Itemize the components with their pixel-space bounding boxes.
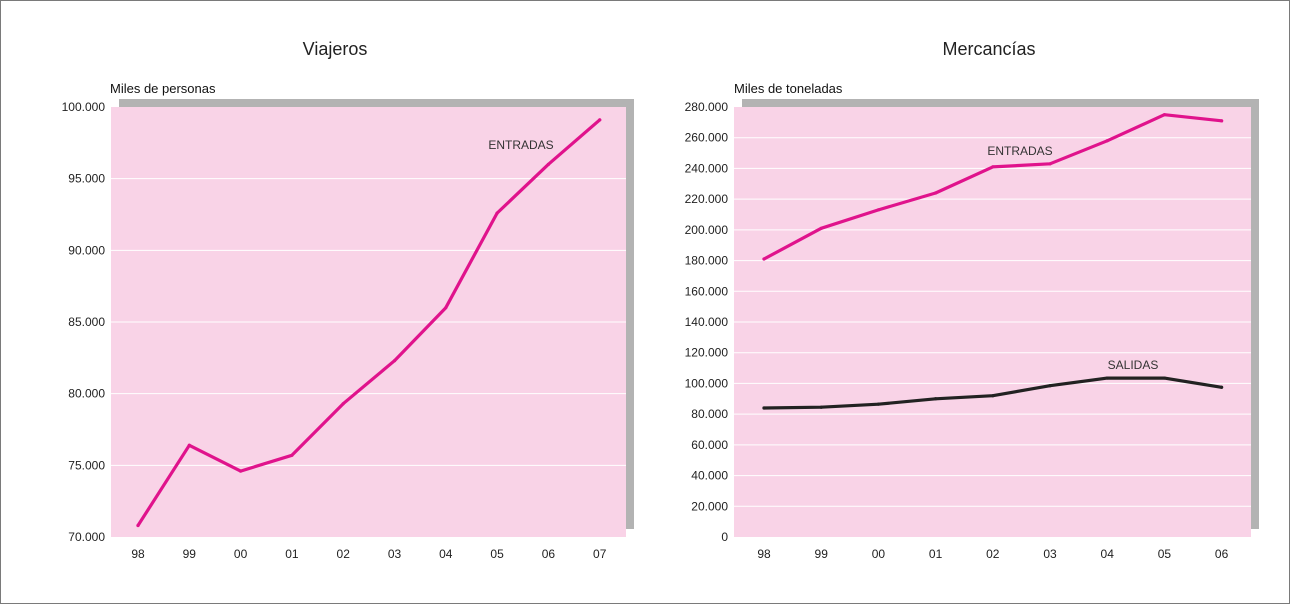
chart2-data-point-entradas [819, 226, 823, 230]
chart1-y-tick-label: 95.000 [68, 172, 105, 186]
chart2-x-tick-label: 06 [1215, 547, 1229, 561]
chart2-y-tick-label: 160.000 [685, 284, 729, 298]
chart2-y-tick-label: 100.000 [685, 376, 729, 390]
chart2-data-point-entradas [876, 208, 881, 212]
chart2-series-label-salidas: SALIDAS [1108, 358, 1159, 372]
chart2-data-point-entradas [1220, 119, 1224, 123]
chart2-x-tick-label: 03 [1043, 547, 1057, 561]
chart1-y-tick-label: 100.000 [62, 100, 106, 114]
chart2-x-tick-label: 02 [986, 547, 1000, 561]
chart1-data-point-entradas [495, 211, 499, 215]
chart2-y-tick-label: 240.000 [685, 161, 729, 175]
chart1-x-tick-label: 00 [234, 547, 248, 561]
chart1-data-point-entradas [598, 118, 602, 122]
chart1-y-tick-label: 70.000 [68, 530, 105, 544]
chart2-data-point-entradas [1162, 113, 1166, 117]
chart1-data-point-entradas [546, 162, 551, 166]
chart2-y-tick-label: 80.000 [691, 407, 728, 421]
chart1-x-tick-label: 03 [388, 547, 402, 561]
chart2-data-point-entradas [934, 191, 938, 195]
chart2-y-tick-label: 260.000 [685, 131, 729, 145]
chart1-y-axis-label: Miles de personas [110, 81, 216, 96]
chart2-x-tick-label: 05 [1158, 547, 1172, 561]
chart2-data-point-salidas [1048, 384, 1052, 388]
chart1-series-line-entradas [136, 118, 602, 528]
chart1-data-point-entradas [392, 359, 397, 363]
chart2-y-tick-label: 60.000 [691, 438, 728, 452]
chart2-data-point-entradas [1048, 162, 1052, 166]
chart1-y-tick-label: 75.000 [68, 458, 105, 472]
chart1-data-point-entradas [239, 469, 243, 473]
chart1-data-point-entradas [444, 306, 448, 310]
chart1-x-tick-label: 01 [285, 547, 299, 561]
chart1-x-tick-label: 07 [593, 547, 607, 561]
chart1-data-point-entradas [187, 443, 191, 447]
chart2-data-point-entradas [991, 165, 995, 169]
chart1-x-tick-label: 02 [337, 547, 351, 561]
chart2-data-point-salidas [876, 402, 881, 406]
chart2-x-tick-label: 98 [757, 547, 771, 561]
chart1-y-tick-label: 80.000 [68, 387, 105, 401]
chart1-y-tick-label: 90.000 [68, 243, 105, 257]
chart1-y-tick-label: 85.000 [68, 315, 105, 329]
chart2-y-tick-label: 20.000 [691, 499, 728, 513]
chart2-y-tick-label: 40.000 [691, 469, 728, 483]
chart2-y-tick-label: 120.000 [685, 346, 729, 360]
chart2-y-tick-label: 180.000 [685, 254, 729, 268]
chart2-data-point-salidas [934, 397, 938, 401]
chart2-x-tick-label: 04 [1101, 547, 1115, 561]
chart2-y-tick-label: 140.000 [685, 315, 729, 329]
chart1-series-label-entradas: ENTRADAS [488, 138, 553, 152]
chart2-x-tick-label: 99 [815, 547, 829, 561]
chart1-x-tick-label: 04 [439, 547, 453, 561]
chart2-data-point-salidas [819, 405, 823, 409]
chart1-title: Viajeros [303, 39, 368, 59]
chart2-data-point-entradas [1105, 139, 1109, 143]
chart2-data-point-salidas [1105, 376, 1109, 380]
chart2-data-point-salidas [762, 406, 766, 410]
chart1-data-point-entradas [136, 523, 140, 528]
chart2-x-tick-label: 00 [872, 547, 886, 561]
chart2-y-axis-label: Miles de toneladas [734, 81, 843, 96]
chart1-data-point-entradas [341, 402, 345, 406]
chart2-y-tick-label: 280.000 [685, 100, 729, 114]
chart2-title: Mercancías [942, 39, 1035, 59]
chart2-data-point-salidas [991, 394, 995, 398]
chart2-data-point-salidas [1220, 385, 1224, 389]
chart2-y-tick-label: 0 [721, 530, 728, 544]
chart2-data-point-salidas [1162, 376, 1166, 380]
chart2-y-tick-label: 200.000 [685, 223, 729, 237]
chart1-data-point-entradas [290, 453, 294, 457]
chart1-x-tick-label: 05 [490, 547, 504, 561]
chart2-x-tick-label: 01 [929, 547, 943, 561]
chart1-x-tick-label: 06 [542, 547, 556, 561]
chart2-data-point-entradas [762, 257, 766, 261]
chart2-series-label-entradas: ENTRADAS [987, 144, 1052, 158]
chart1-x-tick-label: 99 [183, 547, 197, 561]
chart1-x-tick-label: 98 [131, 547, 145, 561]
chart2-y-tick-label: 220.000 [685, 192, 729, 206]
